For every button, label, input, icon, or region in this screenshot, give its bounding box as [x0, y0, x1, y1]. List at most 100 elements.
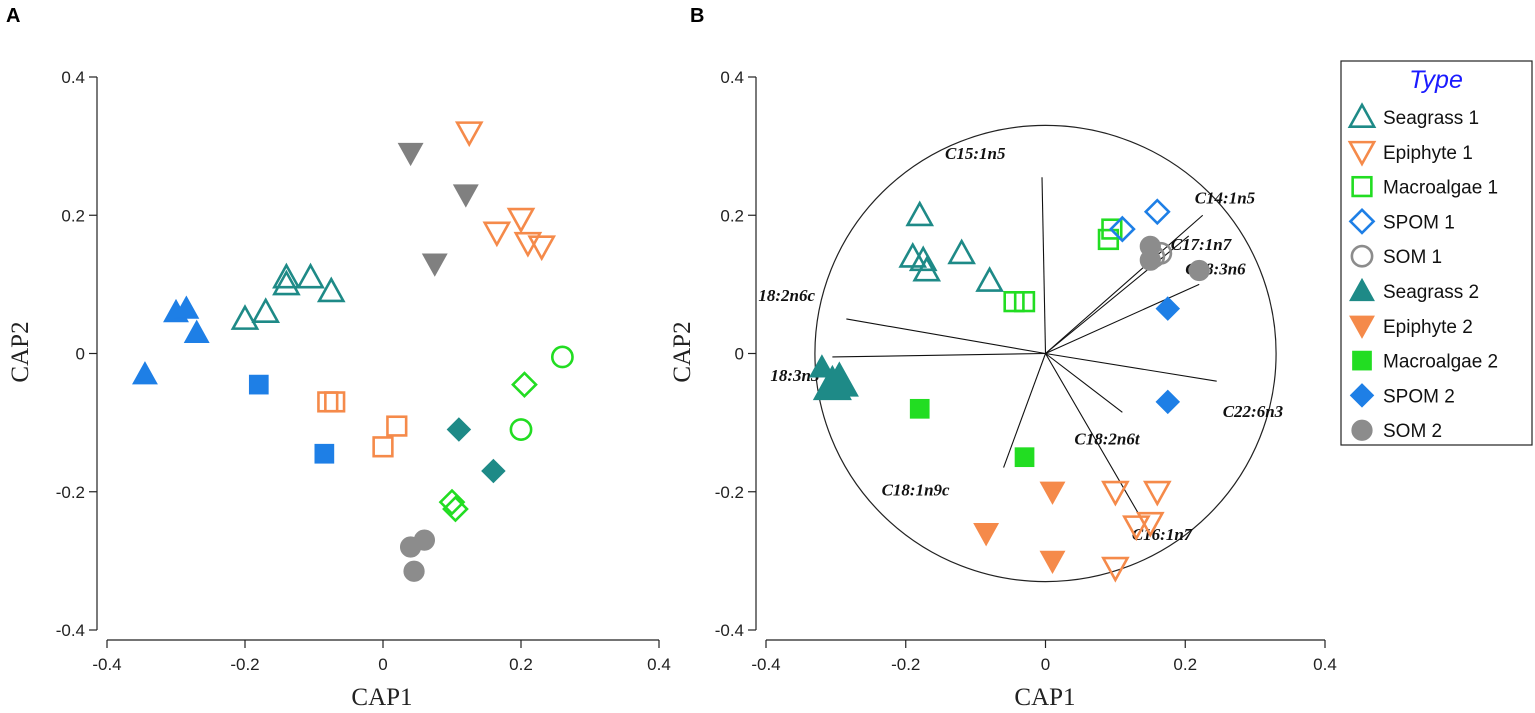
panel-b-axes: -0.4 -0.2 0 0.2 0.4 0.4 0.2 0 -0.2 -0.4	[715, 68, 1337, 674]
point-spom-1	[1108, 215, 1136, 243]
legend-item-epiphyte-2: Epiphyte 2	[1349, 315, 1473, 339]
point-macroalgae-2	[1014, 447, 1035, 468]
panel-a-x-tick-label: 0.4	[647, 655, 671, 674]
point-som-2	[1139, 249, 1161, 271]
legend-label: SOM 2	[1383, 421, 1442, 442]
point-epiphyte-1	[506, 207, 536, 234]
correlation-circle	[814, 124, 1277, 583]
vector-c18-3n6	[1045, 283, 1200, 355]
panel-a-label: A	[6, 5, 20, 27]
panel-a-x-tick-label: 0	[378, 655, 387, 674]
panel-b-y-tick-label: 0.4	[720, 68, 744, 87]
panel-a-y-tick-label: -0.4	[56, 621, 85, 640]
point-macroalgae-2	[248, 374, 269, 395]
vector-label-c22-6n3: C22:6n3	[1223, 402, 1284, 421]
point-som-2	[1188, 259, 1210, 282]
vector-18-3n3	[832, 352, 1046, 358]
panel-b-y-tick-label: 0	[735, 345, 744, 364]
point-seagrass-2	[446, 417, 472, 442]
point-seagrass-1	[947, 238, 976, 265]
point-epiphyte-2	[1039, 481, 1066, 505]
panel-a-points	[132, 121, 574, 582]
panel-a-x-tick-label: -0.2	[230, 655, 259, 674]
legend-marker-spom-2	[1349, 383, 1375, 408]
legend-marker-macroalgae-1	[1351, 175, 1373, 198]
vector-18-2n6c	[846, 318, 1046, 355]
point-macroalgae-2	[909, 398, 930, 419]
legend-label: SPOM 2	[1383, 386, 1455, 407]
point-macroalgae-2	[314, 443, 335, 464]
legend: Type Seagrass 1 Epiphyte 1 Macroalgae 1 SPO…	[1340, 60, 1533, 446]
point-epiphyte-2	[421, 253, 448, 277]
legend-label: SOM 1	[1383, 247, 1442, 268]
legend-label: Seagrass 1	[1383, 108, 1479, 129]
panel-a-y-tick-label: 0.2	[61, 206, 85, 225]
legend-item-epiphyte-1: Epiphyte 1	[1347, 140, 1473, 167]
point-seagrass-2-blue	[173, 295, 200, 319]
point-seagrass-1	[898, 241, 928, 268]
legend-label: Seagrass 2	[1383, 282, 1479, 303]
point-seagrass-2-blue	[183, 319, 210, 343]
point-epiphyte-1	[454, 121, 484, 148]
panel-b-x-tick-label: -0.2	[891, 655, 920, 674]
legend-entries: Seagrass 1 Epiphyte 1 Macroalgae 1 SPOM 1 SO…	[1347, 102, 1498, 442]
panel-b-points	[808, 198, 1210, 583]
panel-a-y-tick-label: -0.2	[56, 483, 85, 502]
point-macroalgae-1-orange	[372, 436, 394, 458]
point-seagrass-1	[905, 200, 935, 227]
point-epiphyte-2	[973, 523, 1000, 547]
point-spom-1	[442, 495, 469, 523]
panel-b-label: B	[690, 5, 704, 27]
vector-label-c15-1n5: C15:1n5	[945, 144, 1006, 163]
panel-b-x-tick-label: 0	[1041, 655, 1050, 674]
panel-b-chart: -0.4 -0.2 0 0.2 0.4 0.4 0.2 0 -0.2 -0.4 C15:1n5 C1…	[669, 68, 1337, 711]
vector-label-c14-1n5: C14:1n5	[1195, 188, 1256, 207]
legend-label: Epiphyte 1	[1383, 143, 1473, 164]
vector-c15-1n5	[1041, 177, 1047, 354]
vector-c17-1n7	[1045, 235, 1190, 354]
panel-b-x-tick-label: 0.2	[1173, 655, 1197, 674]
vector-c22-6n3	[1045, 352, 1217, 382]
legend-item-seagrass-2: Seagrass 2	[1349, 277, 1479, 303]
point-seagrass-1	[251, 297, 281, 324]
vector-label-c18-1n9c: C18:1n9c	[882, 481, 950, 500]
point-epiphyte-2	[452, 184, 479, 208]
point-som-2	[403, 560, 425, 582]
panel-a-ylabel: CAP2	[7, 321, 34, 382]
point-spom-1	[511, 371, 538, 398]
panel-a-y-tick-label: 0	[76, 345, 85, 364]
point-seagrass-1	[272, 262, 301, 289]
point-seagrass-1	[272, 269, 301, 296]
panel-a-xlabel: CAP1	[351, 684, 412, 711]
point-epiphyte-1	[1142, 480, 1172, 507]
vector-label-18-3n3: 18:3n3	[770, 366, 820, 385]
point-seagrass-1	[296, 262, 325, 289]
legend-item-macroalgae-1: Macroalgae 1	[1351, 175, 1498, 199]
legend-item-seagrass-1: Seagrass 1	[1347, 102, 1479, 129]
legend-item-macroalgae-2: Macroalgae 2	[1352, 350, 1498, 373]
point-seagrass-2	[812, 364, 852, 401]
panel-b-x-tick-label: -0.4	[751, 655, 780, 674]
panel-b-ylabel: CAP2	[669, 321, 696, 382]
legend-marker-epiphyte-1	[1347, 140, 1377, 167]
point-spom-2	[1155, 296, 1181, 321]
point-som-1	[550, 345, 574, 369]
point-epiphyte-2	[397, 142, 424, 167]
point-epiphyte-2	[1039, 550, 1066, 575]
point-macroalgae-1	[1013, 291, 1036, 313]
point-epiphyte-1	[1122, 515, 1151, 542]
point-seagrass-1	[975, 266, 1004, 292]
point-epiphyte-1	[527, 235, 557, 262]
panel-b-x-tick-label: 0.4	[1313, 655, 1337, 674]
panel-b-xlabel: CAP1	[1014, 684, 1075, 711]
panel-b-correlation-circle	[814, 124, 1277, 583]
point-som-2	[413, 529, 436, 551]
legend-item-som-2: SOM 2	[1351, 419, 1442, 442]
panel-a-x-tick-label: 0.2	[509, 655, 533, 674]
point-som-1	[509, 418, 533, 441]
point-spom-1	[1143, 198, 1171, 226]
panel-a-axes: -0.4 -0.2 0 0.2 0.4 0.4 0.2 0 -0.2 -0.4	[56, 68, 671, 674]
legend-title: Type	[1409, 66, 1463, 94]
vector-label-18-2n6c: 18:2n6c	[758, 286, 815, 305]
legend-marker-spom-1	[1348, 208, 1376, 235]
